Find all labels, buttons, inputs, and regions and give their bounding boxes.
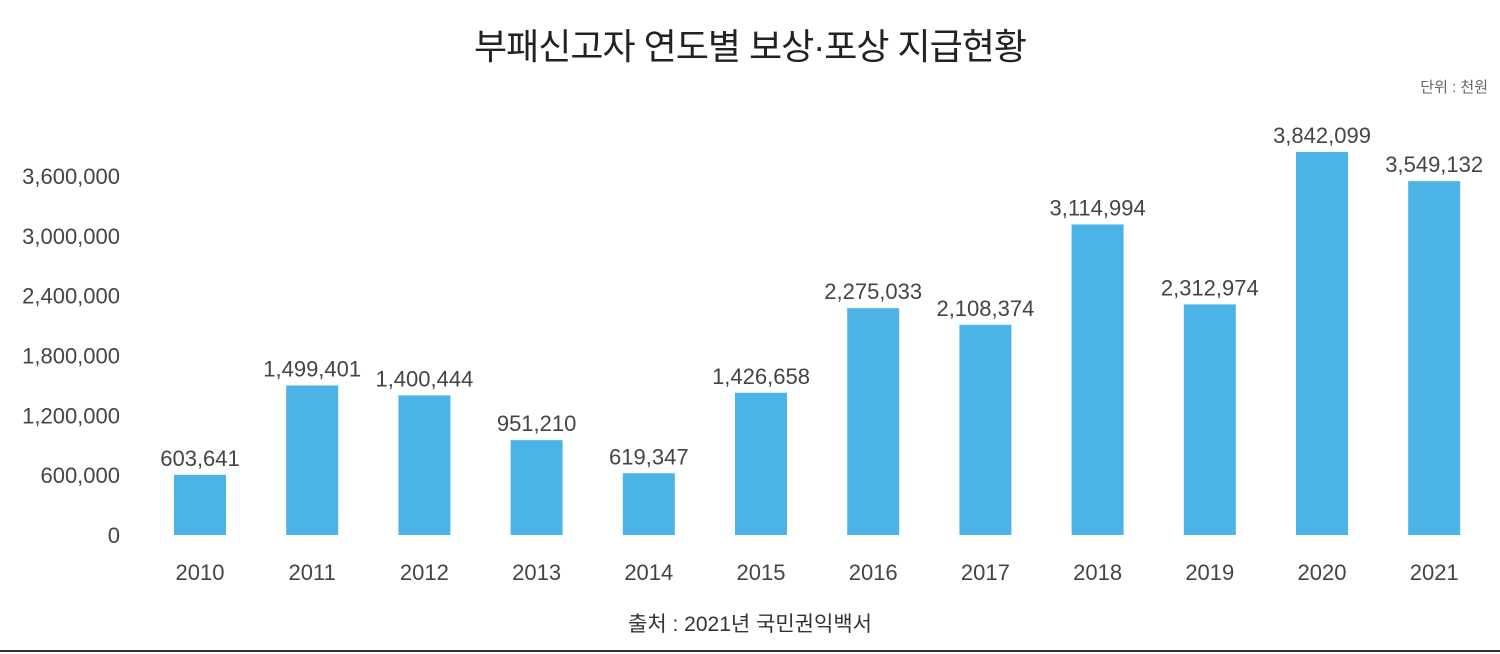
y-tick-label: 3,600,000 [22,164,120,189]
y-tick-label: 3,000,000 [22,224,120,249]
x-tick-label-2017: 2017 [961,560,1010,585]
data-label-2017: 2,108,374 [936,296,1034,321]
bar-2018 [1071,224,1124,535]
data-label-2021: 3,549,132 [1385,152,1483,177]
bar-2011 [286,385,339,535]
data-label-2020: 3,842,099 [1273,123,1371,148]
bar-2014 [622,473,675,535]
x-tick-label-2014: 2014 [624,560,673,585]
data-label-2015: 1,426,658 [712,364,810,389]
bottom-divider [0,650,1500,652]
bar-2013 [510,440,563,535]
bar-2019 [1183,304,1236,535]
x-tick-label-2018: 2018 [1073,560,1122,585]
data-label-2013: 951,210 [497,411,577,436]
data-label-2018: 3,114,994 [1049,195,1145,220]
x-tick-label-2013: 2013 [512,560,561,585]
y-tick-label: 1,200,000 [22,403,120,428]
x-tick-label-2020: 2020 [1298,560,1347,585]
bar-2012 [398,395,451,535]
bar-2015 [735,392,787,535]
x-tick-label-2015: 2015 [737,560,786,585]
chart-title: 부패신고자 연도별 보상·포상 지급현황 [474,26,1027,67]
unit-label: 단위 : 천원 [1420,79,1488,96]
y-axis: 0 600,000 1,200,000 1,800,000 2,400,000 3,000… [22,164,120,548]
x-tick-label-2010: 2010 [176,560,225,585]
bar-2020 [1296,151,1348,535]
bar-2016 [847,308,900,535]
bars [174,151,1461,535]
y-tick-label: 2,400,000 [22,284,120,309]
x-tick-label-2016: 2016 [849,560,898,585]
data-label-2011: 1,499,401 [263,357,361,382]
y-tick-label: 1,800,000 [22,344,120,369]
data-label-2012: 1,400,444 [375,366,473,391]
data-label-2010: 603,641 [160,446,240,471]
data-label-2014: 619,347 [609,444,689,469]
bar-2010 [174,474,226,535]
data-label-2016: 2,275,033 [824,279,922,304]
y-tick-label: 0 [108,523,120,548]
y-tick-label: 600,000 [40,463,120,488]
x-tick-label-2021: 2021 [1410,560,1459,585]
source-caption: 출처 : 2021년 국민권익백서 [628,613,872,636]
x-tick-label-2019: 2019 [1185,560,1234,585]
x-tick-label-2012: 2012 [400,560,449,585]
bar-2017 [959,324,1012,535]
data-labels: 603,641 1,499,401 1,400,444 951,210 619,347 1… [160,123,1483,471]
x-axis: 2010 2011 2012 2013 2014 2015 2016 2017 2018 2019… [176,560,1459,585]
bar-2021 [1408,181,1461,535]
x-tick-label-2011: 2011 [289,560,336,585]
data-label-2019: 2,312,974 [1161,275,1259,300]
